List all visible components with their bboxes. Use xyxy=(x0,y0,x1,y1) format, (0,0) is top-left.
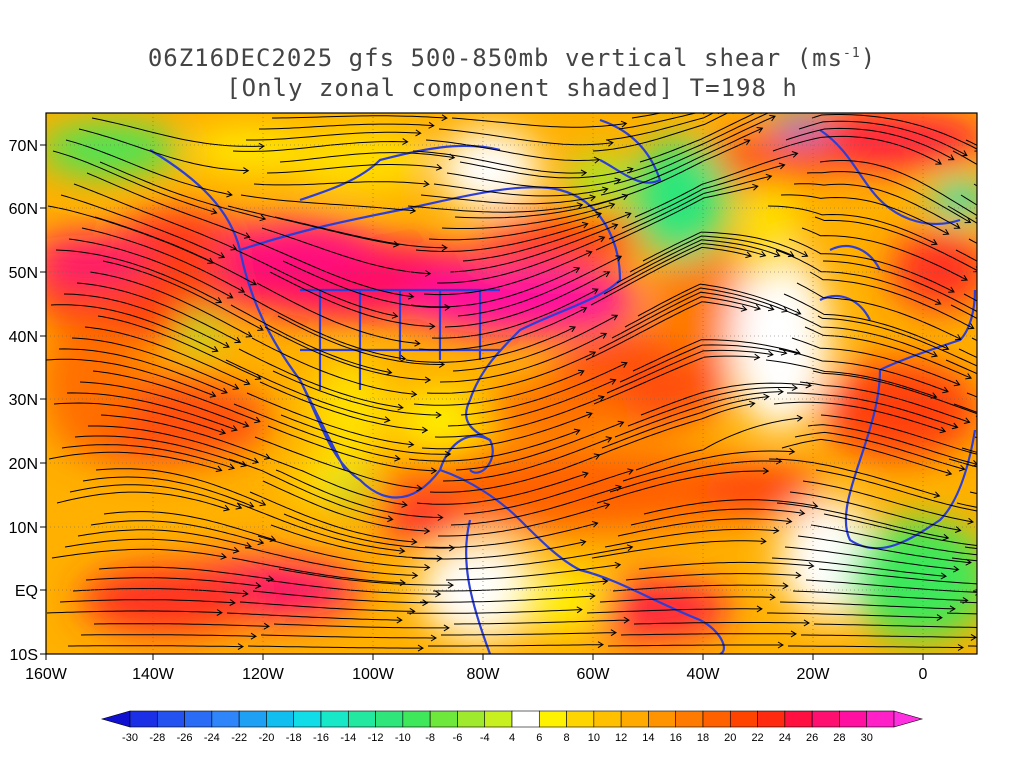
lat-label: 60N xyxy=(9,201,38,218)
colorbar: -30 -28 -26 -24 -22 -20 -18 -16 -14 -12 -10 -8 -6 -4 4… xyxy=(100,710,924,744)
colorbar-swatch xyxy=(429,710,458,728)
lat-label: EQ xyxy=(15,583,38,600)
colorbar-label: -20 xyxy=(258,732,274,744)
colorbar-swatch xyxy=(729,710,758,728)
colorbar-swatch xyxy=(238,710,267,728)
lon-label: 120W xyxy=(242,666,285,683)
colorbar-swatch xyxy=(129,710,158,728)
lon-label: 100W xyxy=(352,666,395,683)
colorbar-label: 20 xyxy=(724,732,736,744)
lat-label: 50N xyxy=(9,265,38,282)
colorbar-swatch xyxy=(320,710,349,728)
shaded-field xyxy=(46,113,977,654)
map-title-line-1: 06Z16DEC2025 gfs 500-850mb vertical shea… xyxy=(147,44,877,72)
colorbar-label: 8 xyxy=(564,732,570,744)
colorbar-swatch xyxy=(648,710,677,728)
colorbar-label: -8 xyxy=(425,732,435,744)
colorbar-label: 30 xyxy=(861,732,873,744)
colorbar-label: 12 xyxy=(615,732,627,744)
colorbar-label: -6 xyxy=(453,732,463,744)
colorbar-label: 24 xyxy=(779,732,791,744)
colorbar-swatch xyxy=(211,710,240,728)
colorbar-swatch xyxy=(866,710,895,728)
lon-label: 140W xyxy=(132,666,175,683)
lon-label: 60W xyxy=(577,666,611,683)
colorbar-swatch xyxy=(784,710,813,728)
colorbar-swatch xyxy=(156,710,185,728)
colorbar-label: -22 xyxy=(231,732,247,744)
colorbar-swatch xyxy=(811,710,840,728)
colorbar-label: 18 xyxy=(697,732,709,744)
lon-label: 0 xyxy=(919,666,928,683)
lat-label: 70N xyxy=(9,138,38,155)
colorbar-swatch xyxy=(347,710,376,728)
colorbar-swatch xyxy=(293,710,322,728)
colorbar-swatch xyxy=(484,710,513,728)
colorbar-swatch xyxy=(538,710,567,728)
colorbar-swatch xyxy=(266,710,295,728)
colorbar-swatch xyxy=(375,710,404,728)
colorbar-label: -10 xyxy=(395,732,411,744)
colorbar-swatch xyxy=(566,710,595,728)
colorbar-swatch xyxy=(757,710,786,728)
colorbar-swatch xyxy=(402,710,431,728)
colorbar-label: -24 xyxy=(204,732,220,744)
colorbar-swatch xyxy=(593,710,622,728)
colorbar-label: 6 xyxy=(536,732,542,744)
colorbar-swatch xyxy=(511,710,540,728)
lon-label: 20W xyxy=(797,666,831,683)
colorbar-label: -4 xyxy=(480,732,490,744)
streamline-paths xyxy=(46,113,977,652)
colorbar-high-arrow xyxy=(893,710,924,728)
colorbar-label: 10 xyxy=(588,732,600,744)
colorbar-label: -28 xyxy=(149,732,165,744)
lat-label: 40N xyxy=(9,329,38,346)
colorbar-swatch xyxy=(702,710,731,728)
map-frame xyxy=(45,112,978,655)
colorbar-label: -26 xyxy=(177,732,193,744)
lat-label: 30N xyxy=(9,392,38,409)
colorbar-label: 14 xyxy=(642,732,654,744)
colorbar-label: -14 xyxy=(340,732,356,744)
colorbar-swatch xyxy=(620,710,649,728)
colorbar-swatch xyxy=(457,710,486,728)
lon-label: 160W xyxy=(25,666,68,683)
colorbar-label: -18 xyxy=(286,732,302,744)
coastlines xyxy=(149,118,977,654)
lat-label: 10N xyxy=(9,520,38,537)
colorbar-label: 22 xyxy=(751,732,763,744)
colorbar-label: 16 xyxy=(670,732,682,744)
lat-label: 10S xyxy=(10,647,38,664)
colorbar-label: 4 xyxy=(509,732,515,744)
colorbar-label: 28 xyxy=(833,732,845,744)
colorbar-label: -30 xyxy=(122,732,138,744)
colorbar-swatch xyxy=(839,710,868,728)
lon-label: 40W xyxy=(687,666,721,683)
colorbar-low-arrow xyxy=(100,710,131,728)
map-title-line-2: [Only zonal component shaded] T=198 h xyxy=(226,74,798,102)
colorbar-swatch xyxy=(675,710,704,728)
colorbar-label: -16 xyxy=(313,732,329,744)
lat-label: 20N xyxy=(9,456,38,473)
colorbar-label: -12 xyxy=(368,732,384,744)
colorbar-swatch xyxy=(184,710,213,728)
axis-ticks xyxy=(40,144,924,660)
streamlines xyxy=(46,113,977,652)
colorbar-label: 26 xyxy=(806,732,818,744)
lon-label: 80W xyxy=(467,666,501,683)
